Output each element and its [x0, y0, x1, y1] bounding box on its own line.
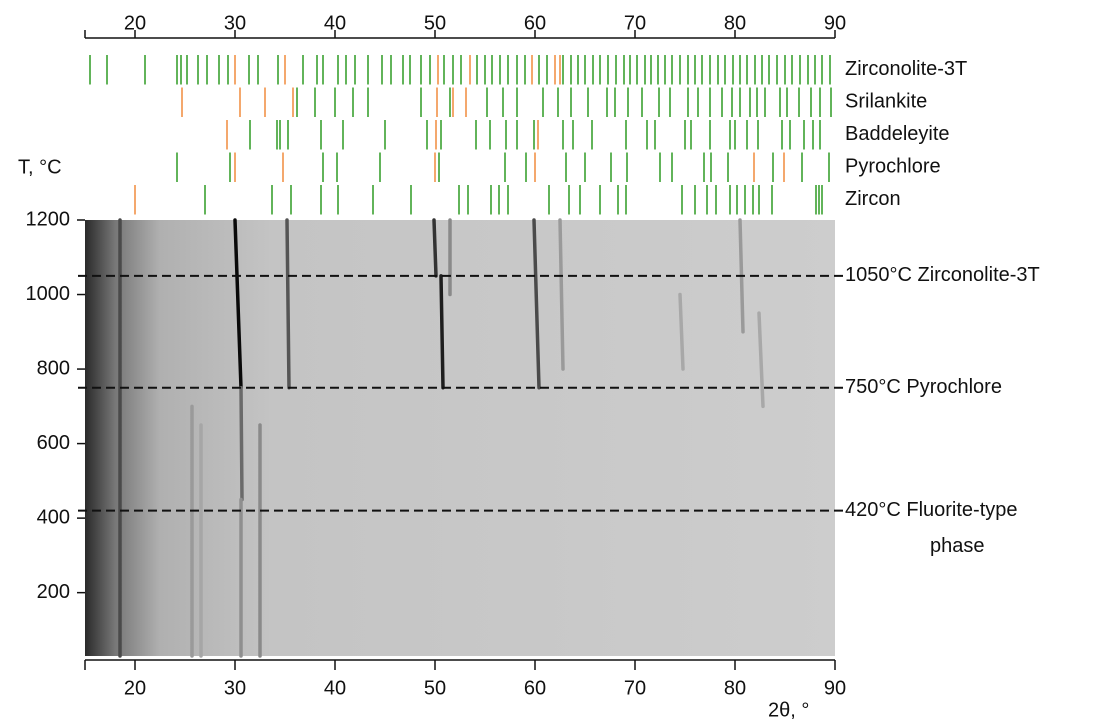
x-tick-label: 20 — [124, 677, 146, 699]
y-axis-label: T, °C — [18, 156, 62, 178]
heatmap-background — [85, 220, 835, 656]
x-tick-label: 40 — [324, 677, 346, 699]
x-tick-label: 90 — [824, 677, 846, 699]
x-tick-label-top: 70 — [624, 12, 646, 34]
x-tick-label-top: 80 — [724, 12, 746, 34]
phase-label: Zirconolite-3T — [845, 58, 967, 80]
y-tick-label: 400 — [37, 506, 70, 528]
x-tick-label: 30 — [224, 677, 246, 699]
phase-label: Baddeleyite — [845, 123, 950, 145]
diffraction-streak — [233, 218, 243, 390]
annotation-label: phase — [930, 535, 985, 557]
x-tick-label-top: 40 — [324, 12, 346, 34]
y-tick-label: 800 — [37, 357, 70, 379]
y-tick-label: 600 — [37, 432, 70, 454]
diffraction-streak — [439, 274, 445, 390]
phase-label: Srilankite — [845, 91, 927, 113]
y-tick-label: 1200 — [26, 208, 71, 230]
y-tick-label: 200 — [37, 581, 70, 603]
phase-label: Pyrochlore — [845, 156, 941, 178]
x-tick-label-top: 50 — [424, 12, 446, 34]
diffraction-streak — [239, 385, 244, 502]
x-tick-label-top: 20 — [124, 12, 146, 34]
x-tick-label-top: 90 — [824, 12, 846, 34]
annotation-label: 420°C Fluorite-type — [845, 499, 1018, 521]
x-tick-label: 50 — [424, 677, 446, 699]
x-tick-label: 80 — [724, 677, 746, 699]
diffraction-streak — [285, 218, 291, 390]
x-tick-label-top: 60 — [524, 12, 546, 34]
phase-label: Zircon — [845, 188, 901, 210]
diffraction-streak — [678, 292, 685, 371]
diffraction-streak — [532, 218, 541, 390]
y-tick-label: 1000 — [26, 283, 71, 305]
annotation-label: 1050°C Zirconolite-3T — [845, 264, 1040, 286]
diffraction-streak — [432, 218, 438, 278]
annotation-label: 750°C Pyrochlore — [845, 376, 1002, 398]
x-tick-label-top: 30 — [224, 12, 246, 34]
x-tick-label: 60 — [524, 677, 546, 699]
diffraction-streak — [757, 311, 765, 409]
diffraction-streak — [558, 218, 565, 371]
x-tick-label: 70 — [624, 677, 646, 699]
x-axis-label: 2θ, ° — [768, 699, 809, 721]
